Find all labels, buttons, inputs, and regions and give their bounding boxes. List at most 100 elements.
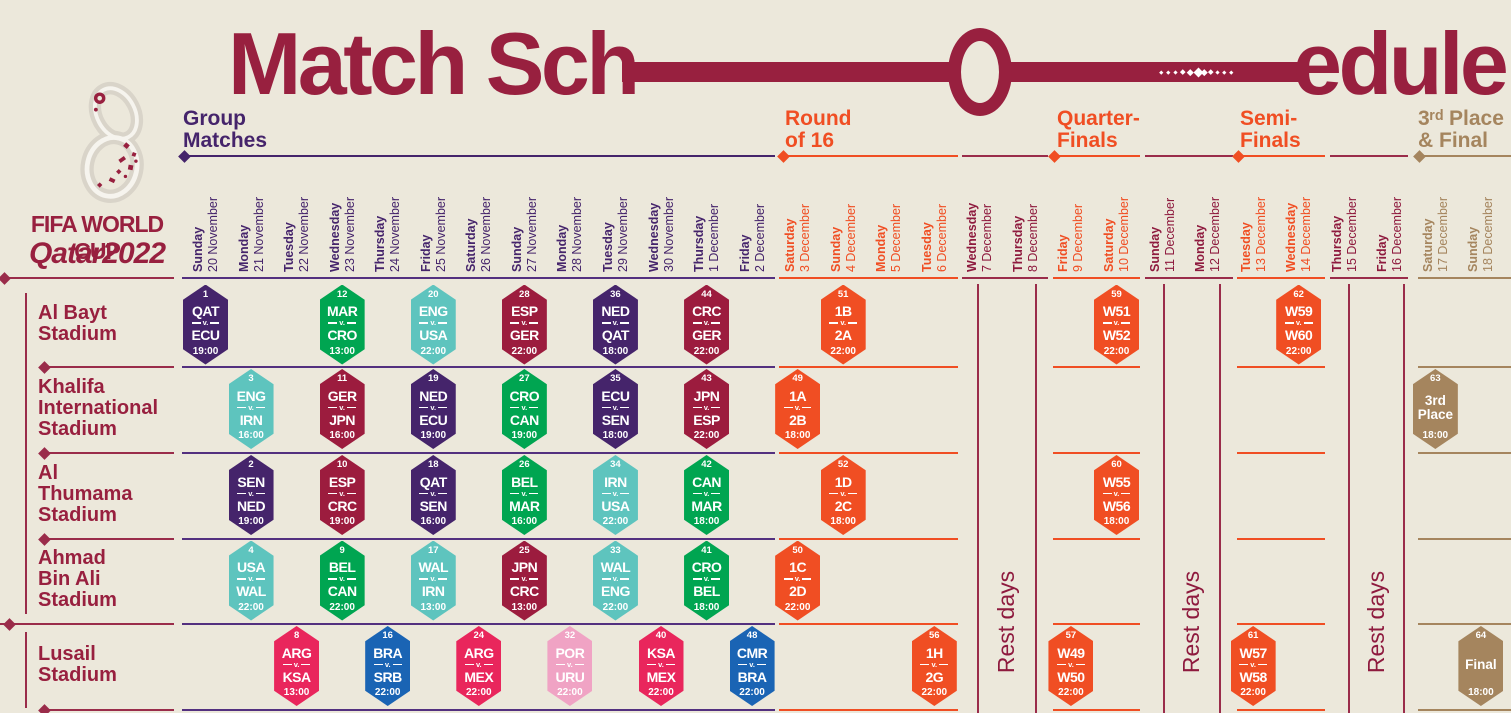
match-teams: KSA v. MEX: [647, 641, 676, 688]
kickoff-time: 18:00: [602, 430, 629, 441]
match-teams: W59 v. W60: [1284, 300, 1313, 347]
date-column-label: Thursday 15 December: [1330, 152, 1359, 272]
away-team-code: IRN: [239, 411, 263, 428]
stadium-label-line: Stadium: [38, 664, 117, 686]
grid-line: [1053, 709, 1140, 711]
home-team-code: 1H: [925, 644, 943, 661]
grid-line: [1053, 452, 1140, 454]
match-teams: MAR v. CRO: [327, 300, 358, 347]
match-hexagon-10: 10 ESP v. CRC 19:00: [319, 455, 365, 535]
home-team-code: CAN: [692, 473, 721, 490]
date-column-label: Sunday 4 December: [829, 152, 858, 272]
match-number: 40: [655, 630, 667, 641]
grid-line: [1053, 538, 1140, 540]
home-team-code: QAT: [419, 473, 448, 490]
date-column-label: Saturday 26 November: [464, 152, 493, 272]
match-teams: 3rd Place: [1418, 384, 1453, 431]
match-number: 35: [610, 373, 621, 384]
away-team-code: BRA: [737, 668, 767, 685]
phase-header-qf: Quarter- Finals: [1057, 108, 1140, 151]
phase-header-final: 3ʳᵈ Place & Final: [1418, 108, 1504, 151]
away-team-code: W52: [1102, 327, 1131, 343]
match-number: 34: [610, 459, 621, 470]
grid-line: [1330, 277, 1408, 279]
grid-line: [182, 366, 775, 368]
stadium-label: Al Thumama Stadium: [38, 461, 133, 526]
date-column-label: Sunday 20 November: [191, 152, 220, 272]
qatar2022-wordmark: Qatar2022: [28, 237, 166, 270]
stadium-label-line: Thumama: [38, 482, 133, 505]
match-number: 12: [336, 288, 348, 300]
stadium-label-line: Al: [38, 461, 58, 484]
match-number: 20: [427, 288, 439, 300]
grid-line-vertical: [25, 293, 27, 614]
home-team-code: W57: [1239, 644, 1267, 661]
match-number: 11: [337, 373, 348, 384]
match-teams: 1C v. 2D: [783, 556, 812, 603]
diamond-marker: [37, 446, 51, 460]
match-teams: BEL v. MAR: [509, 470, 540, 517]
grid-line: [1053, 623, 1140, 625]
match-hexagon-34: 34 IRN v. USA 22:00: [592, 455, 638, 535]
fifa-world-cup-wordmark: FIFA WORLD CUP: [30, 211, 164, 264]
versus-divider: v.: [692, 403, 721, 412]
grid-line: [1418, 155, 1511, 157]
date-day-name: Saturday: [1102, 218, 1116, 273]
versus-divider: v.: [464, 660, 493, 669]
grid-line: [43, 538, 174, 540]
home-team-code: NED: [419, 387, 448, 404]
kickoff-time: 22:00: [420, 345, 447, 357]
date-value: 27 November: [524, 196, 539, 272]
date-value: 2 December: [752, 203, 767, 272]
date-day-name: Wednesday: [646, 202, 661, 272]
grid-line: [1237, 277, 1325, 279]
date-day-name: Monday: [555, 224, 570, 272]
versus-divider: v.: [419, 403, 448, 412]
kickoff-time: 22:00: [739, 687, 765, 698]
date-day-name: Thursday: [373, 215, 388, 272]
home-team-code: W51: [1102, 303, 1131, 319]
grid-line: [1418, 538, 1511, 540]
date-day-name: Thursday: [1010, 215, 1025, 272]
match-teams: BRA v. SRB: [373, 641, 402, 688]
date-value: 28 November: [569, 196, 584, 272]
home-team-code: 1C: [789, 559, 807, 575]
away-team-code: WAL: [236, 583, 266, 599]
match-number: 36: [610, 288, 621, 300]
date-column-label: Saturday 10 December: [1102, 152, 1131, 272]
kickoff-time: 22:00: [602, 601, 629, 613]
match-teams: CRO v. CAN: [510, 384, 540, 431]
date-day-name: Sunday: [191, 226, 205, 272]
stadium-label-line: Ahmad: [38, 547, 106, 569]
date-value: 21 November: [251, 196, 266, 272]
home-team-code: JPN: [511, 559, 538, 575]
home-team-code: CMR: [736, 644, 768, 661]
away-team-code: W60: [1285, 327, 1313, 343]
date-value: 25 November: [433, 196, 448, 272]
match-teams: NED v. QAT: [601, 300, 630, 347]
match-hexagon-52: 52 1D v. 2C 18:00: [820, 455, 866, 535]
versus-divider: v.: [328, 489, 356, 498]
match-teams: BEL v. CAN: [328, 556, 357, 603]
date-day-name: Saturday: [464, 218, 479, 273]
home-team-code: ESP: [328, 473, 356, 490]
home-team-code: QAT: [191, 303, 220, 319]
match-teams: QAT v. ECU: [191, 300, 220, 347]
match-hexagon-35: 35 ECU v. SEN 18:00: [592, 369, 638, 449]
match-number: 17: [427, 544, 439, 556]
match-number: 1: [202, 288, 209, 300]
kickoff-time: 22:00: [238, 601, 264, 613]
away-team-code: KSA: [282, 668, 312, 685]
date-value: 26 November: [478, 196, 493, 272]
stadium-label-line: Stadium: [38, 417, 117, 440]
kickoff-time: 22:00: [329, 601, 355, 613]
date-day-name: Sunday: [1147, 226, 1162, 272]
match-teams: 1H v. 2G: [920, 641, 949, 688]
match-teams: Final: [1465, 641, 1497, 688]
versus-divider: v.: [1102, 319, 1131, 327]
match-hexagon-50: 50 1C v. 2D 22:00: [775, 540, 821, 621]
grid-line: [782, 155, 958, 157]
versus-divider: v.: [692, 489, 721, 498]
versus-divider: v.: [601, 489, 630, 498]
kickoff-time: 18:00: [1468, 687, 1494, 698]
